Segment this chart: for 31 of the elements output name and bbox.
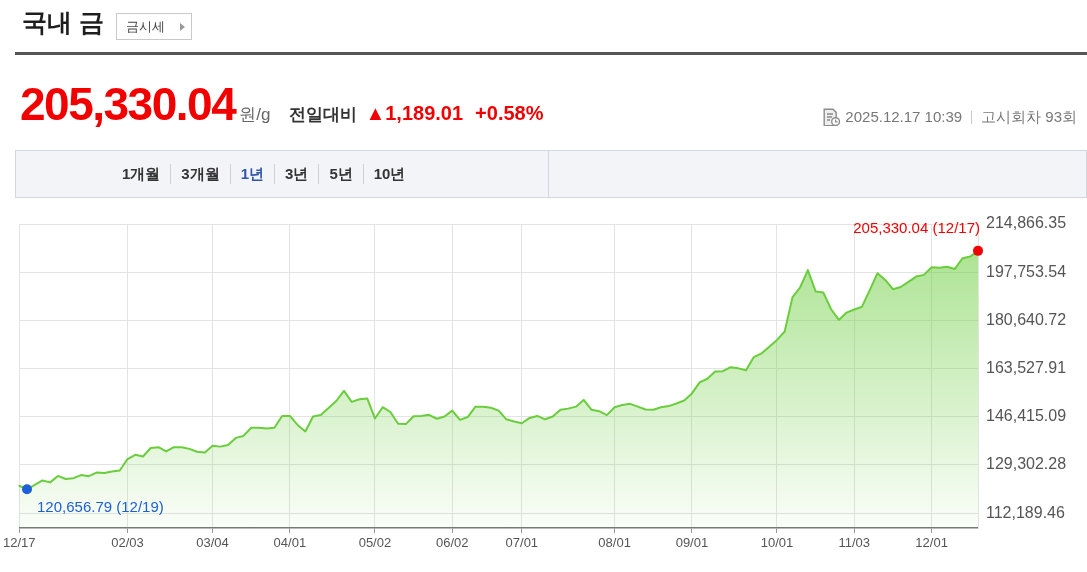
text: ▲1,189.01 xyxy=(365,102,464,125)
text: +0.58% xyxy=(475,102,544,125)
x-tick-label: 09/01 xyxy=(675,535,709,551)
data-label: 120,656.79 (12/19) xyxy=(37,498,164,516)
y-tick-label: 112,189.46 xyxy=(986,503,1065,521)
y-tick-label: 163,527.91 xyxy=(986,358,1067,376)
x-tick-label: 08/01 xyxy=(598,535,631,551)
button[interactable]: 금시세 xyxy=(116,13,192,40)
text: 원/g xyxy=(239,104,271,126)
x-tick-label: 12/17 xyxy=(2,535,36,551)
x-tick-label: 04/01 xyxy=(273,535,307,551)
x-tick-label: 03/04 xyxy=(196,535,229,551)
text: 전일대비 xyxy=(289,104,358,126)
x-tick-label: 11/03 xyxy=(838,535,871,551)
y-tick-label: 129,302.28 xyxy=(986,455,1067,473)
x-tick-label: 12/01 xyxy=(915,535,948,551)
y-tick-label: 214,866.35 xyxy=(986,214,1067,232)
y-tick-label: 197,753.54 xyxy=(986,262,1067,280)
text: 205,330.04 xyxy=(20,78,236,130)
x-tick-label: 05/02 xyxy=(358,535,392,551)
x-tick-label: 10/01 xyxy=(760,535,794,551)
text: 2025.12.17 10:39 xyxy=(845,107,963,127)
y-tick-label: 146,415.09 xyxy=(986,407,1067,425)
y-tick-label: 180,640.72 xyxy=(986,310,1067,328)
data-label: 205,330.04 (12/17) xyxy=(853,218,980,236)
x-tick-label: 06/02 xyxy=(435,535,469,551)
chart-title: 국내 금 xyxy=(22,7,104,38)
text: 고시회차 93회 xyxy=(981,107,1077,127)
tab-bar: 1개월 3개월 1년 3년 5년 10년 xyxy=(15,150,1087,198)
x-tick-label: 07/01 xyxy=(505,535,539,551)
x-tick-label: 02/03 xyxy=(111,535,144,551)
